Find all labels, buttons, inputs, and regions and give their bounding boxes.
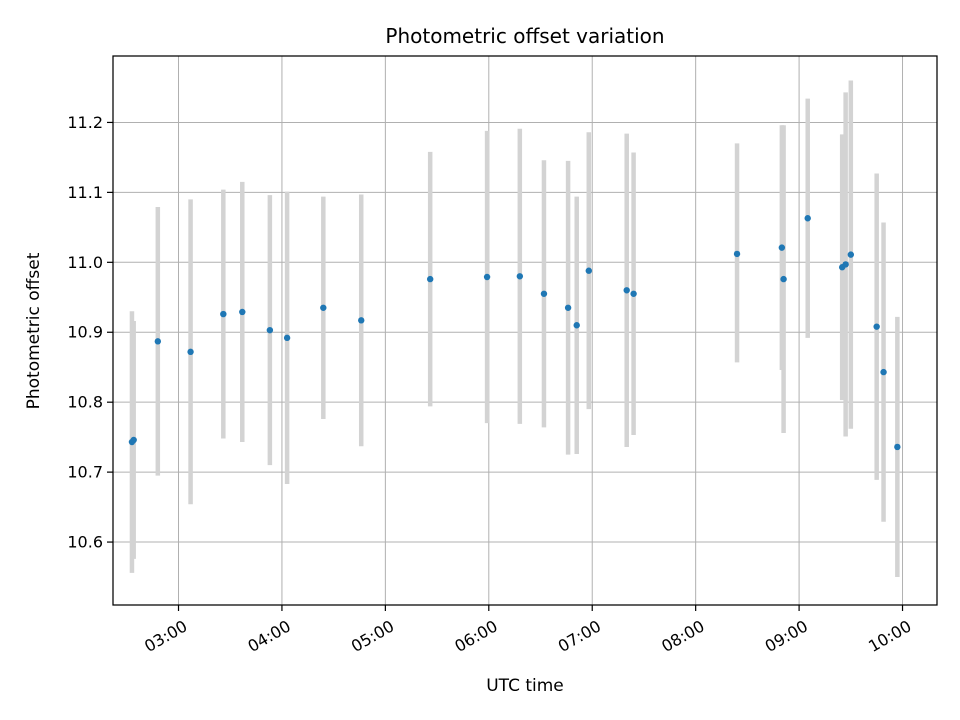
data-point bbox=[426, 275, 434, 283]
y-tick-label: 10.7 bbox=[67, 463, 103, 482]
data-point bbox=[154, 338, 162, 345]
data-point bbox=[320, 304, 327, 311]
data-points bbox=[128, 215, 901, 451]
plot-area-frame bbox=[112, 55, 938, 606]
data-point bbox=[847, 251, 855, 258]
data-point bbox=[733, 250, 741, 258]
chart-title: Photometric offset variation bbox=[385, 24, 664, 48]
y-axis: 10.6 10.7 10.8 10.9 11.0 11.1 11.2 bbox=[67, 113, 113, 552]
data-point bbox=[266, 326, 274, 334]
y-tick-label: 10.8 bbox=[67, 393, 103, 412]
data-point bbox=[540, 290, 548, 297]
y-tick-label: 10.9 bbox=[67, 323, 103, 342]
data-point bbox=[564, 304, 572, 311]
data-point bbox=[516, 273, 524, 280]
data-point bbox=[573, 322, 580, 329]
data-point bbox=[780, 275, 787, 283]
grid bbox=[113, 56, 937, 605]
y-tick-label: 10.6 bbox=[67, 533, 103, 552]
data-point bbox=[358, 317, 365, 324]
data-point bbox=[842, 261, 849, 268]
data-point bbox=[187, 348, 194, 356]
y-tick-label: 11.2 bbox=[67, 113, 103, 132]
data-point bbox=[220, 310, 227, 318]
data-point bbox=[804, 215, 811, 222]
y-tick-label: 11.0 bbox=[67, 253, 103, 272]
y-tick-label: 11.1 bbox=[67, 183, 103, 202]
y-axis-title: Photometric offset bbox=[24, 252, 44, 409]
data-point bbox=[283, 334, 291, 342]
data-point bbox=[623, 287, 630, 294]
data-point bbox=[585, 267, 592, 274]
data-point bbox=[778, 244, 786, 251]
data-point bbox=[630, 290, 637, 297]
data-point bbox=[873, 323, 880, 330]
data-point bbox=[894, 443, 901, 451]
data-point bbox=[880, 368, 887, 376]
data-point bbox=[130, 436, 137, 444]
data-point bbox=[239, 308, 246, 316]
x-axis-title: UTC time bbox=[486, 676, 564, 696]
data-point bbox=[483, 273, 491, 281]
